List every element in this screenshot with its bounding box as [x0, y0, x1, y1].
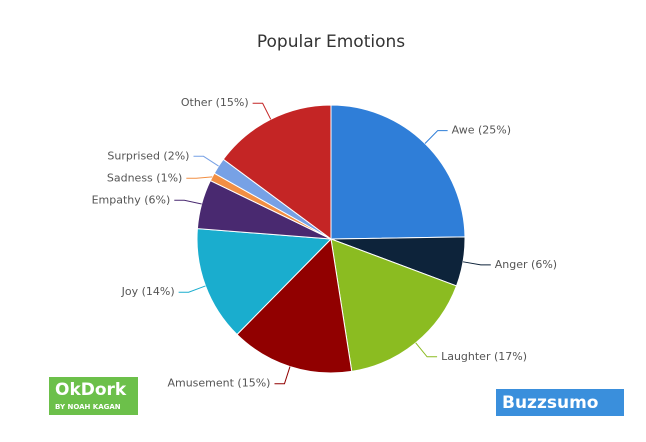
data-label: Amusement (15%) — [167, 377, 270, 390]
data-label: Laughter (17%) — [441, 350, 527, 363]
data-label: Empathy (6%) — [92, 193, 171, 206]
connector — [274, 366, 291, 385]
data-label: Anger (6%) — [495, 258, 557, 271]
pie-slice — [330, 238, 458, 372]
connector — [193, 155, 219, 167]
okdork-logo — [49, 377, 138, 415]
pie-slice — [222, 104, 332, 240]
data-label: Joy (14%) — [121, 285, 175, 298]
connector — [424, 130, 448, 144]
connector — [186, 176, 213, 179]
okdork-sub: BY NOAH KAGAN — [55, 403, 121, 411]
chart-title: Popular Emotions — [257, 32, 405, 52]
data-label: Awe (25%) — [452, 124, 511, 137]
pie-slice — [196, 228, 333, 336]
data-label: Other (15%) — [181, 96, 249, 109]
pie-slice — [236, 237, 353, 374]
connector — [462, 261, 491, 266]
connector — [415, 342, 438, 358]
okdork-text: OkDork — [55, 380, 127, 400]
data-label: Sadness (1%) — [107, 171, 182, 184]
connector — [178, 285, 206, 293]
connector — [174, 199, 202, 205]
data-label: Surprised (2%) — [107, 149, 189, 162]
buzzsumo-text: Buzzsumo — [502, 393, 598, 413]
buzzsumo-logo — [496, 389, 624, 416]
connector — [252, 102, 272, 120]
